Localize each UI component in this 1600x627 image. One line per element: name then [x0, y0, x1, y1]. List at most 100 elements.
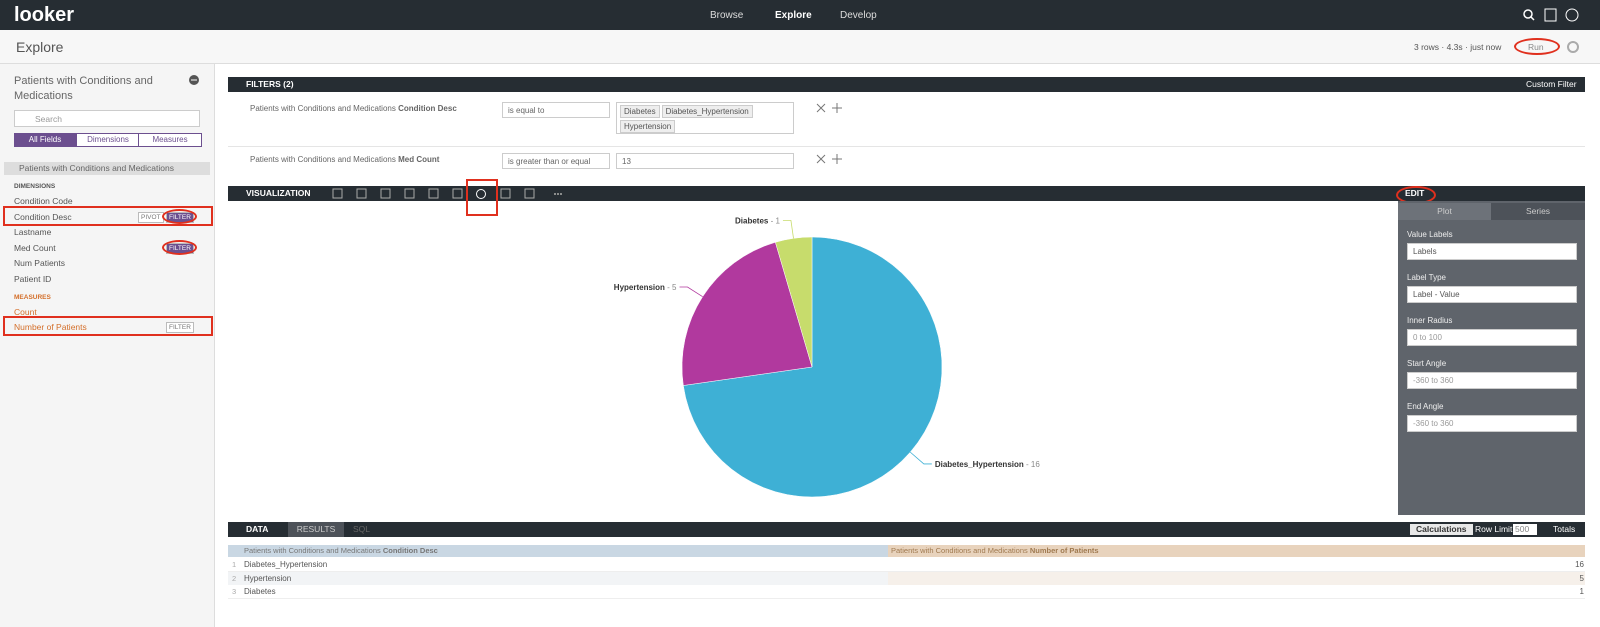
- column-field: Condition Desc: [382, 546, 438, 555]
- dimensions-heading: DIMENSIONS: [14, 183, 56, 190]
- gear: [1567, 41, 1579, 53]
- tab-all-fields[interactable]: All Fields: [14, 133, 76, 147]
- column-header[interactable]: Patients with Conditions and Medications…: [888, 545, 1585, 557]
- tab-plot[interactable]: Plot: [1398, 203, 1491, 220]
- option-label: Inner Radius: [1407, 316, 1453, 325]
- cell: Diabetes_Hypertension: [244, 560, 328, 569]
- option-input[interactable]: 0 to 100: [1407, 329, 1577, 346]
- field[interactable]: Count: [14, 307, 37, 317]
- totals-checkbox[interactable]: Totals: [1553, 524, 1576, 534]
- operator-select[interactable]: is greater than or equal: [502, 153, 610, 169]
- filter-field: Patients with Conditions and Medications…: [250, 104, 457, 113]
- divider: [228, 146, 1585, 147]
- filter-value-input[interactable]: 13: [616, 153, 794, 169]
- view-header[interactable]: Patients with Conditions and Medications: [4, 162, 210, 175]
- option-label: Start Angle: [1407, 359, 1447, 368]
- row-bg: [228, 585, 888, 599]
- filter-view: Patients with Conditions and Medications: [250, 104, 396, 113]
- row-limit-input[interactable]: 500: [1513, 524, 1537, 535]
- search-icon[interactable]: [1523, 9, 1533, 19]
- logo[interactable]: looker: [14, 4, 75, 26]
- vis-icon[interactable]: [332, 188, 343, 199]
- user-icon[interactable]: [1565, 8, 1579, 22]
- label-value: 5: [672, 283, 677, 292]
- filter-values[interactable]: Diabetes Diabetes_Hypertension Hypertensio…: [616, 102, 794, 134]
- filters-title: FILTERS (2): [246, 79, 294, 89]
- dot: [560, 193, 562, 195]
- nav-develop[interactable]: Develop: [840, 10, 877, 21]
- field[interactable]: Condition Desc: [14, 212, 72, 222]
- nav-browse[interactable]: Browse: [710, 10, 744, 21]
- cell: Hypertension: [244, 573, 292, 583]
- sidebar: Patients with Conditions and Medications…: [0, 64, 215, 627]
- option-select[interactable]: Label - Value: [1407, 286, 1577, 303]
- tab-measures[interactable]: Measures: [138, 133, 202, 147]
- pie-slice: [683, 236, 943, 498]
- tab-results[interactable]: RESULTS: [288, 522, 344, 537]
- field[interactable]: Num Patients: [14, 258, 66, 268]
- cell: 5: [1579, 573, 1584, 583]
- label-separator: -: [665, 283, 672, 292]
- help-icon[interactable]: [1544, 8, 1557, 22]
- data-label: Diabetes_Hypertension - 16: [935, 460, 1040, 469]
- column-field: Number of Patients: [1029, 546, 1099, 555]
- field[interactable]: Med Count: [14, 243, 56, 253]
- vis-icon[interactable]: [452, 188, 463, 199]
- option-input[interactable]: -360 to 360: [1407, 415, 1577, 432]
- highlight: [162, 209, 197, 224]
- search-box[interactable]: Search: [14, 110, 200, 127]
- collapse-icon[interactable]: [188, 74, 200, 86]
- column-view: Patients with Conditions and Medications: [244, 546, 381, 555]
- operator-select[interactable]: is equal to: [502, 102, 610, 118]
- column-header[interactable]: Patients with Conditions and Medications…: [228, 545, 888, 557]
- filter-button[interactable]: FILTER: [166, 322, 194, 333]
- filter-field-name: Condition Desc: [398, 104, 457, 113]
- custom-filter[interactable]: Custom Filter: [1526, 79, 1577, 89]
- data-bar[interactable]: DATA RESULTS SQL Calculations Row Limit …: [228, 522, 1585, 537]
- vis-icon[interactable]: [380, 188, 391, 199]
- vis-icon[interactable]: [404, 188, 415, 199]
- dot: [557, 193, 559, 195]
- add-icons[interactable]: [832, 103, 842, 164]
- row-bg: [888, 585, 1585, 599]
- pie-chart: Diabetes_Hypertension - 16 Hypertension -…: [614, 217, 1040, 498]
- vis-icon[interactable]: [500, 188, 511, 199]
- row-number: 1: [232, 560, 237, 569]
- field[interactable]: Lastname: [14, 227, 52, 237]
- highlight: [3, 316, 213, 336]
- row-bg: [888, 558, 1585, 572]
- highlight: [466, 179, 498, 216]
- calculations-button[interactable]: Calculations: [1410, 524, 1473, 535]
- dot: [554, 193, 556, 195]
- option-select[interactable]: Labels: [1407, 243, 1577, 260]
- vis-icon-pie[interactable]: [476, 189, 486, 199]
- tab-sql[interactable]: SQL: [353, 524, 371, 534]
- option-label: Value Labels: [1407, 230, 1453, 239]
- filters-bar[interactable]: FILTERS (2) Custom Filter: [228, 77, 1585, 92]
- cell: 1: [1579, 587, 1584, 596]
- field[interactable]: Condition Code: [14, 196, 73, 206]
- column-view: Patients with Conditions and Medications: [891, 546, 1028, 555]
- vis-type-icons: [332, 188, 562, 199]
- tab-series[interactable]: Series: [1491, 203, 1585, 220]
- page-title: Explore: [16, 39, 64, 55]
- label-category: Diabetes: [735, 217, 769, 226]
- data-title: DATA: [246, 524, 269, 534]
- measures-heading: MEASURES: [14, 294, 51, 301]
- explore-title: Patients with Conditions and Medications: [14, 75, 153, 102]
- option-input[interactable]: -360 to 360: [1407, 372, 1577, 389]
- field[interactable]: Number of Patients: [14, 322, 87, 332]
- filter-actions: [816, 103, 842, 164]
- vis-icon[interactable]: [356, 188, 367, 199]
- nav-explore[interactable]: Explore: [775, 10, 812, 21]
- remove-icons[interactable]: [816, 103, 826, 164]
- label-value: 16: [1031, 460, 1040, 469]
- vis-icon[interactable]: [428, 188, 439, 199]
- leader-line: [782, 220, 794, 239]
- header-icons: [1523, 8, 1579, 22]
- settings-icon[interactable]: [1566, 40, 1580, 54]
- vis-icon[interactable]: [524, 188, 535, 199]
- field[interactable]: Patient ID: [14, 274, 52, 284]
- tab-dimensions[interactable]: Dimensions: [76, 133, 140, 147]
